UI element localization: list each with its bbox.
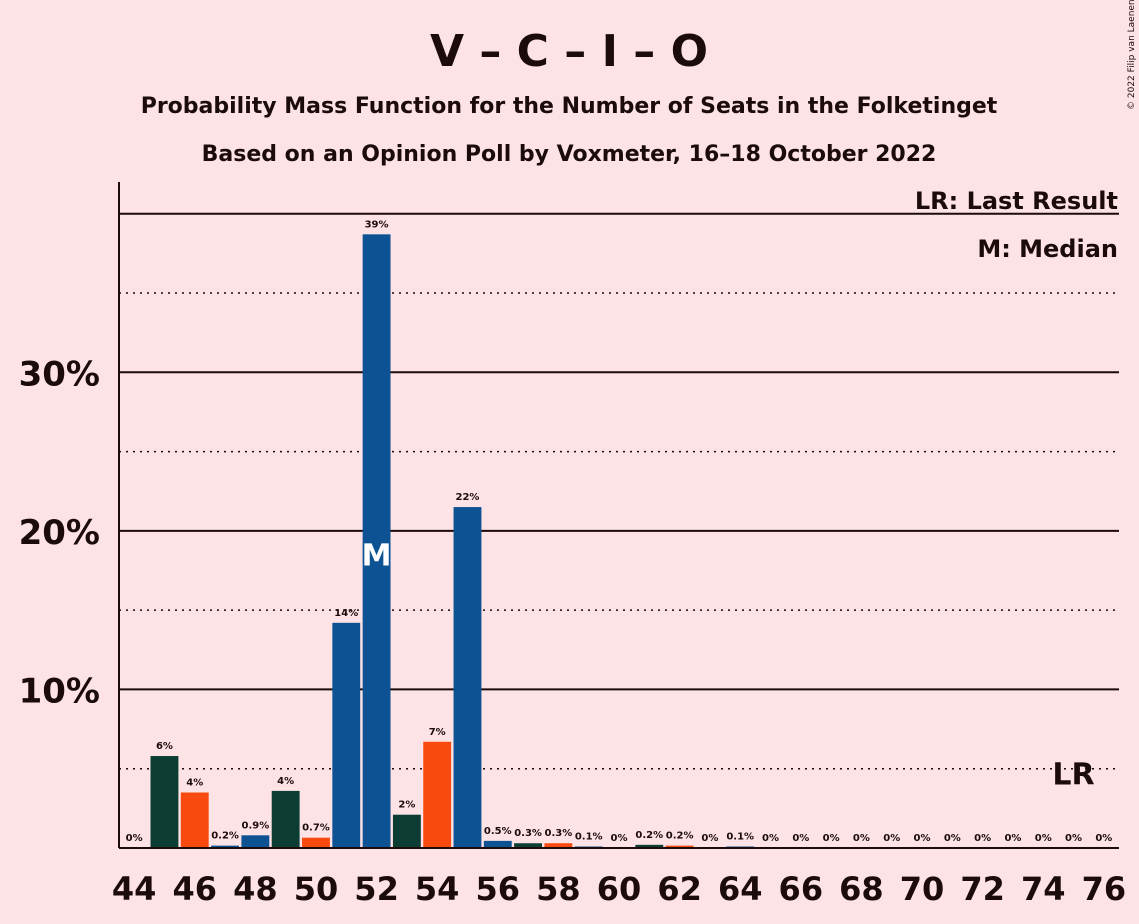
- bar-value-label: 14%: [334, 608, 358, 619]
- bar-seat-54: [423, 741, 452, 848]
- bar-value-label: 0%: [914, 833, 931, 844]
- x-tick-label: 50: [294, 870, 339, 908]
- bar-value-label: 0%: [1004, 833, 1021, 844]
- bar-value-label: 0.5%: [484, 826, 512, 837]
- bar-value-label: 0.1%: [726, 832, 754, 843]
- bar-value-label: 0%: [823, 833, 840, 844]
- bar-value-label: 0%: [1035, 833, 1052, 844]
- bar-value-label: 0.7%: [302, 823, 330, 834]
- x-tick-label: 60: [597, 870, 642, 908]
- bar-value-label: 0.3%: [545, 828, 573, 839]
- legend-last-result: LR: Last Result: [915, 187, 1118, 215]
- bar-seat-62: [665, 845, 694, 848]
- bar-seat-48: [241, 835, 270, 848]
- bar-value-label: 0%: [762, 833, 779, 844]
- bar-value-label: 0.2%: [211, 831, 239, 842]
- bar-value-label: 4%: [186, 778, 203, 789]
- y-tick-label: 20%: [19, 513, 100, 553]
- bar-seat-61: [635, 844, 664, 848]
- bar-value-label: 0.2%: [635, 830, 663, 841]
- bar-seat-57: [514, 843, 543, 848]
- x-tick-label: 68: [839, 870, 884, 908]
- bar-value-label: 39%: [365, 219, 389, 230]
- bar-value-labels: 0%6%4%0.2%0.9%4%0.7%14%39%2%7%22%0.5% 0.3…: [126, 219, 1113, 844]
- bar-seat-45: [150, 756, 179, 848]
- bar-value-label: 0%: [974, 833, 991, 844]
- bar-value-label: 2%: [398, 800, 415, 811]
- last-result-marker: LR: [1052, 758, 1094, 793]
- copyright-text: © 2022 Filip van Laenen: [1127, 0, 1137, 110]
- bar-value-label: 0%: [701, 833, 718, 844]
- bar-value-label: 0.3%: [514, 828, 542, 839]
- bar-seat-49: [271, 790, 300, 848]
- bar-seat-47: [211, 845, 239, 848]
- chart-subtitle: Probability Mass Function for the Number…: [141, 94, 998, 119]
- legend-median: M: Median: [977, 235, 1118, 263]
- bar-seat-51: [332, 622, 361, 848]
- x-tick-label: 62: [657, 870, 702, 908]
- x-tick-label: 44: [112, 870, 157, 908]
- x-tick-label: 72: [960, 870, 1005, 908]
- y-tick-label: 30%: [19, 354, 100, 394]
- bar-seat-50: [302, 837, 330, 848]
- x-tick-label: 58: [536, 870, 581, 908]
- bar-value-label: 0%: [1095, 833, 1112, 844]
- y-tick-label: 10%: [19, 671, 100, 711]
- bar-seat-58: [544, 843, 573, 848]
- x-tick-label: 74: [1021, 870, 1066, 908]
- bars: [150, 234, 755, 849]
- bar-seat-46: [180, 792, 209, 848]
- bar-value-label: 0%: [126, 833, 143, 844]
- bar-value-label: 6%: [156, 741, 173, 752]
- bar-value-label: 0.9%: [241, 820, 269, 831]
- y-axis-ticks: 10% 20% 30%: [19, 354, 100, 711]
- bar-value-label: 0%: [792, 833, 809, 844]
- bar-value-label: 0%: [853, 833, 870, 844]
- x-tick-label: 48: [233, 870, 278, 908]
- bar-value-label: 4%: [277, 776, 294, 787]
- median-marker: M: [362, 539, 392, 574]
- bar-value-label: 0%: [944, 833, 961, 844]
- x-tick-label: 70: [900, 870, 945, 908]
- bar-value-label: 0.2%: [666, 831, 694, 842]
- x-tick-label: 64: [718, 870, 763, 908]
- bar-seat-53: [392, 814, 421, 848]
- x-tick-label: 66: [779, 870, 824, 908]
- gridlines: [119, 212, 1119, 770]
- x-axis-ticks: 44 46 48 50 52 54 56 58 60 62 64 66 68 70 72 74 76: [112, 870, 1126, 908]
- bar-seat-55: [453, 507, 482, 848]
- x-tick-label: 76: [1082, 870, 1127, 908]
- x-tick-label: 46: [172, 870, 217, 908]
- bar-seat-56: [483, 840, 512, 848]
- bar-value-label: 0.1%: [575, 832, 603, 843]
- bar-value-label: 0%: [1065, 833, 1082, 844]
- chart-subtitle-poll: Based on an Opinion Poll by Voxmeter, 16…: [202, 142, 937, 167]
- x-tick-label: 56: [476, 870, 521, 908]
- bar-value-label: 22%: [456, 492, 480, 503]
- bar-value-label: 7%: [429, 727, 446, 738]
- x-tick-label: 52: [354, 870, 399, 908]
- chart-title: V – C – I – O: [430, 26, 708, 77]
- bar-value-label: 0%: [611, 833, 628, 844]
- bar-value-label: 0%: [883, 833, 900, 844]
- bar-seat-52: [362, 234, 391, 849]
- x-tick-label: 54: [415, 870, 460, 908]
